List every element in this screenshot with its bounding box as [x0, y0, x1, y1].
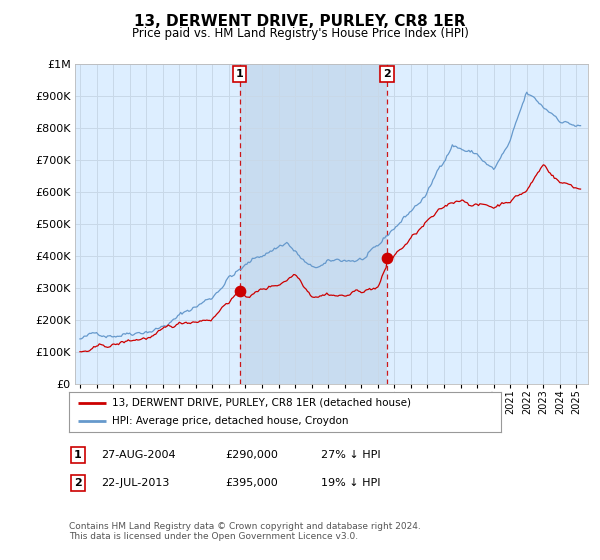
Text: 2: 2 — [74, 478, 82, 488]
Bar — [239, 64, 387, 384]
Text: 27% ↓ HPI: 27% ↓ HPI — [321, 450, 380, 460]
Text: Contains HM Land Registry data © Crown copyright and database right 2024.
This d: Contains HM Land Registry data © Crown c… — [69, 522, 421, 542]
Text: HPI: Average price, detached house, Croydon: HPI: Average price, detached house, Croy… — [112, 417, 349, 426]
Text: 1: 1 — [236, 69, 244, 79]
Text: £290,000: £290,000 — [225, 450, 278, 460]
Text: 13, DERWENT DRIVE, PURLEY, CR8 1ER (detached house): 13, DERWENT DRIVE, PURLEY, CR8 1ER (deta… — [112, 398, 411, 408]
Text: 2: 2 — [383, 69, 391, 79]
Text: 1: 1 — [74, 450, 82, 460]
Point — [235, 287, 244, 296]
Text: Price paid vs. HM Land Registry's House Price Index (HPI): Price paid vs. HM Land Registry's House … — [131, 27, 469, 40]
Text: 27-AUG-2004: 27-AUG-2004 — [101, 450, 175, 460]
Text: 19% ↓ HPI: 19% ↓ HPI — [321, 478, 380, 488]
Text: 22-JUL-2013: 22-JUL-2013 — [101, 478, 169, 488]
Point — [382, 253, 392, 262]
Text: 13, DERWENT DRIVE, PURLEY, CR8 1ER: 13, DERWENT DRIVE, PURLEY, CR8 1ER — [134, 14, 466, 29]
Text: £395,000: £395,000 — [225, 478, 278, 488]
